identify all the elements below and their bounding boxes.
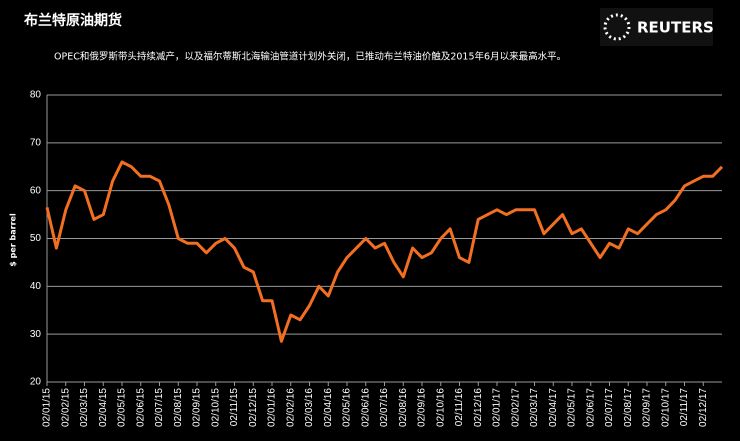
x-tick-label: 02/02/16 [285, 388, 296, 427]
x-tick-label: 02/04/15 [98, 388, 109, 427]
chart-title: 布兰特原油期货 [24, 12, 122, 29]
x-tick-label: 02/01/16 [267, 388, 278, 427]
y-tick-label: 50 [30, 233, 42, 244]
x-tick-label: 02/12/16 [473, 388, 484, 427]
y-tick-label: 80 [30, 90, 42, 101]
x-tick-label: 02/09/16 [417, 388, 428, 427]
y-tick-label: 70 [30, 137, 42, 148]
x-tick-label: 02/06/15 [135, 388, 146, 427]
x-tick-label: 02/11/17 [679, 388, 690, 427]
x-tick-label: 02/10/17 [660, 388, 671, 427]
x-tick-label: 02/09/17 [642, 388, 653, 427]
x-tick-label: 02/05/16 [342, 388, 353, 427]
x-tick-label: 02/11/15 [229, 388, 240, 427]
x-tick-label: 02/12/17 [698, 388, 709, 427]
x-tick-label: 02/12/15 [248, 388, 259, 427]
price-line [45, 160, 724, 343]
x-tick-label: 02/09/15 [192, 388, 203, 427]
x-tick-label: 02/05/15 [117, 388, 128, 427]
x-tick-label: 02/06/17 [585, 388, 596, 427]
x-tick-label: 02/02/17 [510, 388, 521, 427]
logo-text: REUTERS [637, 19, 714, 37]
x-tick-label: 02/08/17 [623, 388, 634, 427]
y-tick-label: 60 [30, 185, 42, 196]
x-tick-label: 02/04/16 [323, 388, 334, 427]
x-tick-label: 02/03/15 [79, 388, 90, 427]
y-axis-label: $ per barrel [9, 213, 18, 267]
chart-subtitle: OPEC和俄罗斯带头持续减产，以及福尔蒂斯北海输油管道计划外关闭，已推动布兰特油… [54, 51, 566, 63]
y-tick-label: 20 [30, 377, 42, 388]
x-tick-label: 02/01/17 [492, 388, 503, 427]
x-tick-label: 02/05/17 [567, 388, 578, 427]
x-tick-label: 02/10/15 [210, 388, 221, 427]
x-tick-label: 02/07/15 [154, 388, 165, 427]
x-tick-label: 02/04/17 [548, 388, 559, 427]
x-tick-label: 02/03/16 [304, 388, 315, 427]
x-tick-label: 02/10/16 [435, 388, 446, 427]
x-tick-label: 02/08/16 [398, 388, 409, 427]
x-tick-label: 02/11/16 [454, 388, 465, 427]
x-tick-label: 02/08/15 [173, 388, 184, 427]
y-tick-label: 40 [30, 281, 42, 292]
y-tick-label: 30 [30, 329, 42, 340]
x-tick-label: 02/01/15 [42, 388, 53, 427]
x-tick-label: 02/06/16 [360, 388, 371, 427]
x-tick-label: 02/03/17 [529, 388, 540, 427]
x-tick-label: 02/07/17 [604, 388, 615, 427]
x-tick-label: 02/07/16 [379, 388, 390, 427]
x-tick-label: 02/02/15 [60, 388, 71, 427]
logo-mark [603, 13, 631, 41]
